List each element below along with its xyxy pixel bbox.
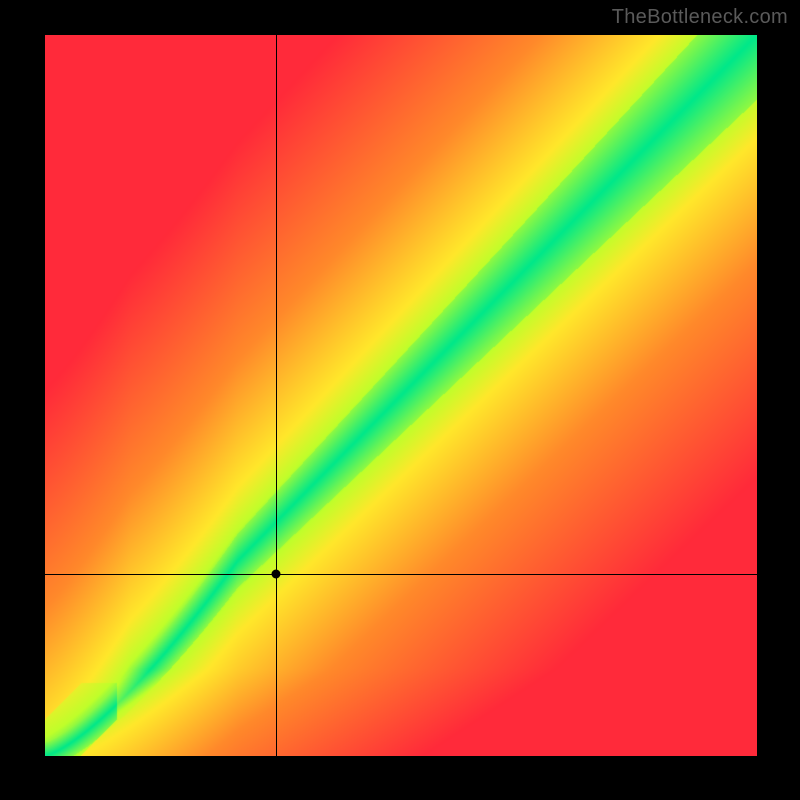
watermark-text: TheBottleneck.com xyxy=(612,6,788,29)
crosshair-horizontal xyxy=(45,574,757,575)
marker-dot xyxy=(271,570,280,579)
crosshair-vertical xyxy=(276,35,277,756)
heatmap-canvas xyxy=(45,35,757,756)
bottleneck-heatmap xyxy=(45,35,757,756)
